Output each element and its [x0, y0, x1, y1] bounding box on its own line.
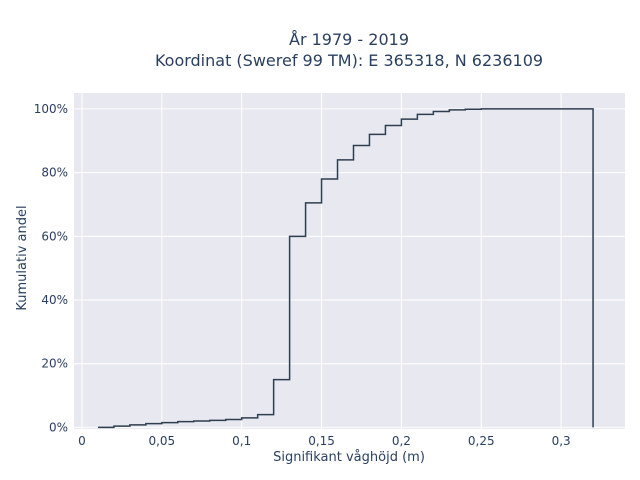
y-tick-labels: 0% 20% 40% 60% 80% 100% — [34, 102, 68, 434]
data-point — [448, 108, 451, 111]
data-point — [528, 107, 531, 110]
x-tick-labels: 0 0,05 0,1 0,15 0,2 0,25 0,3 — [78, 434, 570, 448]
data-point — [368, 133, 371, 136]
data-point — [256, 413, 259, 416]
y-tick-label: 0% — [49, 420, 68, 434]
data-point — [304, 201, 307, 204]
y-tick-label: 20% — [41, 357, 68, 371]
data-point — [288, 235, 291, 238]
x-tick-label: 0,15 — [308, 434, 335, 448]
data-point — [560, 107, 563, 110]
data-point — [272, 378, 275, 381]
y-tick-label: 60% — [41, 229, 68, 243]
data-point — [240, 416, 243, 419]
data-point — [576, 107, 579, 110]
data-point — [384, 124, 387, 127]
cdf-step-line — [97, 108, 594, 429]
data-point — [464, 108, 467, 111]
x-gridlines — [81, 93, 562, 429]
data-point — [176, 420, 179, 423]
data-point — [192, 420, 195, 423]
y-tick-label: 100% — [34, 102, 68, 116]
y-tick-label: 80% — [41, 166, 68, 180]
data-point — [224, 418, 227, 421]
x-tick-label: 0,25 — [468, 434, 495, 448]
chart-title: År 1979 - 2019 — [289, 30, 409, 49]
data-point — [320, 177, 323, 180]
x-tick-label: 0,2 — [392, 434, 411, 448]
data-point — [544, 107, 547, 110]
y-tick-label: 40% — [41, 293, 68, 307]
chart-subtitle: Koordinat (Sweref 99 TM): E 365318, N 62… — [155, 51, 543, 70]
data-point — [496, 107, 499, 110]
data-point — [336, 158, 339, 161]
data-point — [144, 422, 147, 425]
x-tick-label: 0,05 — [148, 434, 175, 448]
data-point — [432, 110, 435, 113]
y-axis-title: Kumulativ andel — [15, 205, 30, 310]
data-point — [480, 107, 483, 110]
data-point — [416, 113, 419, 116]
series-group — [96, 107, 595, 429]
data-point — [400, 118, 403, 121]
x-axis-title: Signifikant våghöjd (m) — [273, 450, 425, 465]
data-point — [512, 107, 515, 110]
x-tick-label: 0,3 — [552, 434, 571, 448]
data-point — [352, 144, 355, 147]
data-point — [128, 423, 131, 426]
data-point — [160, 421, 163, 424]
data-point — [592, 426, 595, 429]
data-point — [112, 425, 115, 428]
data-point — [96, 426, 99, 429]
x-tick-label: 0 — [78, 434, 86, 448]
data-point — [208, 419, 211, 422]
plot-area — [74, 93, 625, 429]
x-tick-label: 0,1 — [232, 434, 251, 448]
